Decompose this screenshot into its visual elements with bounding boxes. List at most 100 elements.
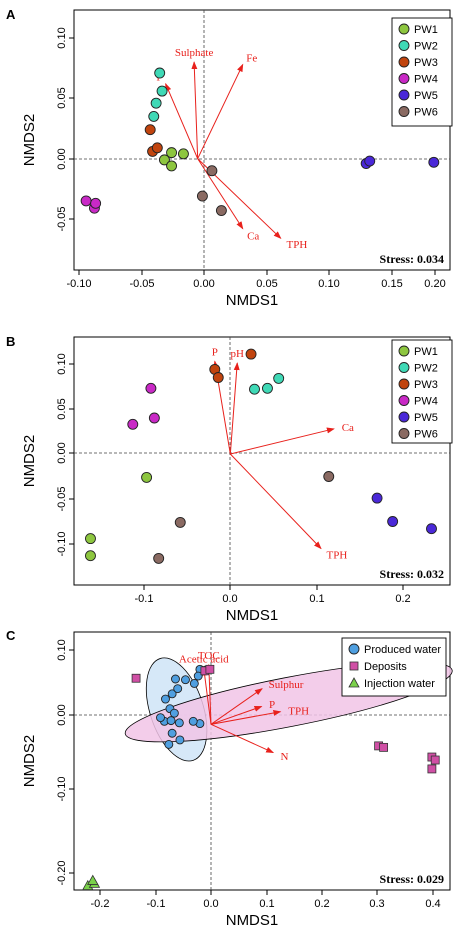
point-pw5 <box>426 523 437 535</box>
point-produced-water <box>156 713 165 723</box>
x-tick-label: 0.1 <box>259 898 274 910</box>
vector-label-sulphur: Sulphur <box>269 679 304 691</box>
point-pw1 <box>166 147 178 159</box>
x-tick-label: -0.1 <box>147 898 166 910</box>
point-produced-water <box>167 689 177 699</box>
legend-label: Produced water <box>364 644 441 656</box>
point-pw2 <box>148 110 160 122</box>
point-pw2 <box>273 372 285 384</box>
legend-marker-pw4 <box>398 73 410 84</box>
point-deposits <box>430 755 440 765</box>
legend-label: Injection water <box>364 678 435 690</box>
point-produced-water <box>181 675 190 685</box>
vector-label-p: P <box>269 699 275 711</box>
x-tick-label: 0.2 <box>314 898 329 910</box>
y-tick-label: -0.20 <box>56 860 68 885</box>
vector-label-tph: TPH <box>327 549 348 561</box>
point-produced-water <box>188 716 198 726</box>
point-pw2 <box>156 85 168 97</box>
x-axis-title: NMDS1 <box>226 607 279 624</box>
vector-arrow-sulphur <box>210 688 263 725</box>
panel-letter: C <box>6 628 16 643</box>
legend-label: PW2 <box>414 363 438 375</box>
point-pw6 <box>153 552 165 564</box>
y-tick-label: 0.05 <box>56 398 68 419</box>
y-axis-title: NMDS2 <box>21 735 38 788</box>
legend-marker-pw3 <box>398 378 410 390</box>
x-tick-label: -0.2 <box>91 898 110 910</box>
vector-arrow-n <box>210 723 275 754</box>
vector-arrow-sulphate <box>191 61 199 159</box>
plot-frame <box>73 631 451 891</box>
x-tick-label: 0.15 <box>381 278 402 290</box>
x-axis-title: NMDS1 <box>226 912 279 929</box>
point-pw1 <box>158 154 170 166</box>
y-tick-label: 0.10 <box>56 639 68 660</box>
x-tick-label: 0.0 <box>203 898 218 910</box>
legend-label: PW6 <box>414 107 438 119</box>
vector-label-fe: Fe <box>246 52 257 64</box>
vector-label-acetic-acid: Acetic acid <box>179 654 229 666</box>
point-pw6 <box>206 165 218 177</box>
point-pw3 <box>144 124 156 136</box>
point-pw2 <box>262 382 273 394</box>
legend-label: PW4 <box>414 74 438 86</box>
vector-label-tph: TPH <box>288 705 309 717</box>
x-tick-label: -0.10 <box>66 278 91 290</box>
legend-marker-pw3 <box>398 56 410 68</box>
legend-marker-pw6 <box>398 106 410 117</box>
legend: Produced water Deposits Injection water <box>341 637 447 697</box>
y-tick-label: 0.10 <box>56 353 68 374</box>
point-pw4 <box>80 195 92 207</box>
vector-label-ph: pH <box>231 348 245 360</box>
point-pw5 <box>371 492 383 504</box>
x-tick-label: 0.0 <box>222 593 237 605</box>
x-tick-label: 0.1 <box>309 593 324 605</box>
legend-label: PW3 <box>414 379 438 391</box>
legend-label: PW5 <box>414 412 438 424</box>
vector-arrow-ph <box>229 362 240 455</box>
y-tick-label: -0.05 <box>56 486 68 511</box>
vector-arrow-ca <box>197 158 244 230</box>
point-produced-water <box>173 684 183 694</box>
point-produced-water <box>167 728 177 738</box>
stress-annotation: Stress: 0.032 <box>380 567 444 581</box>
x-tick-label: 0.20 <box>424 278 445 290</box>
vector-arrow-tph <box>210 709 282 725</box>
legend-label: PW3 <box>414 57 438 69</box>
vector-arrow-fe <box>197 63 244 159</box>
vector-arrow-acetic-acid <box>201 667 212 725</box>
point-pw3 <box>151 142 163 154</box>
point-produced-water <box>189 679 199 688</box>
y-tick-label: -0.10 <box>56 531 68 556</box>
y-tick-label: -0.10 <box>56 776 68 801</box>
legend-marker-pw1 <box>398 23 410 35</box>
vector-arrow-tph <box>229 453 322 550</box>
point-pw5 <box>387 516 399 527</box>
point-produced-water <box>193 671 203 681</box>
legend-label: PW5 <box>414 90 438 102</box>
vector-arrow-p <box>210 705 263 725</box>
legend: PW1 PW2 PW3 PW4 PW5 PW6 <box>391 339 453 444</box>
x-tick-label: 0.05 <box>256 278 277 290</box>
panel-letter: A <box>6 7 16 22</box>
vector-label-tph: TPH <box>287 239 308 251</box>
legend-marker-pw6 <box>398 428 410 439</box>
point-produced-water <box>169 708 179 718</box>
point-pw1 <box>141 471 153 483</box>
point-deposits <box>379 742 389 752</box>
x-tick-label: -0.05 <box>129 278 154 290</box>
point-produced-water <box>164 739 174 749</box>
legend-marker-pw1 <box>398 345 410 357</box>
point-deposits <box>131 673 141 683</box>
point-produced-water <box>174 718 184 728</box>
point-pw6 <box>323 471 335 482</box>
y-axis-title: NMDS2 <box>21 435 38 488</box>
x-tick-label: -0.1 <box>135 593 154 605</box>
y-tick-label: 0.00 <box>56 442 68 463</box>
point-pw4 <box>90 197 102 209</box>
chart-panel-b: B -0.1 0.0 0.1 0.2 -0.10 -0.05 0.00 0.05 0.10 NMDS… <box>6 334 453 624</box>
stress-annotation: Stress: 0.034 <box>380 252 444 266</box>
point-pw6 <box>215 205 227 217</box>
point-pw3 <box>245 348 257 360</box>
